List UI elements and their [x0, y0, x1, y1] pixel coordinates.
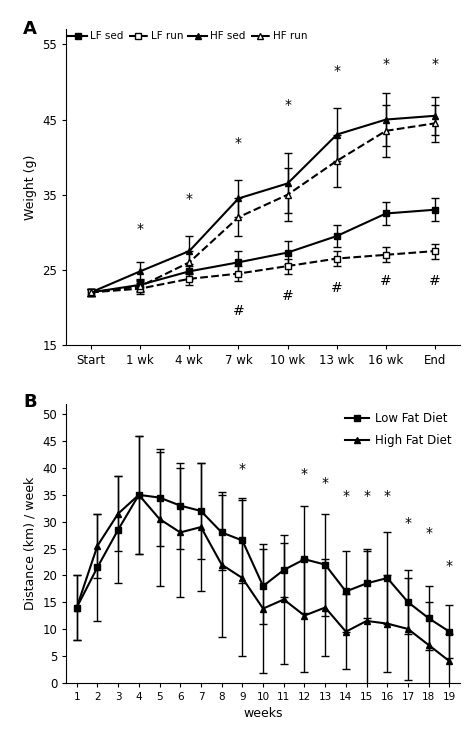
Text: *: * — [186, 192, 193, 206]
Text: #: # — [429, 274, 441, 288]
Text: *: * — [404, 516, 411, 530]
Text: *: * — [284, 98, 291, 112]
Text: *: * — [322, 476, 328, 490]
Text: *: * — [425, 526, 432, 540]
Y-axis label: Weight (g): Weight (g) — [24, 154, 37, 220]
Text: #: # — [282, 288, 293, 302]
Y-axis label: Distance (km) / week: Distance (km) / week — [24, 476, 37, 610]
Text: B: B — [23, 393, 36, 410]
Text: #: # — [331, 281, 343, 295]
X-axis label: weeks: weeks — [243, 707, 283, 720]
Legend: LF sed, LF run, HF sed, HF run: LF sed, LF run, HF sed, HF run — [67, 30, 309, 43]
Text: *: * — [383, 57, 390, 70]
Text: *: * — [363, 489, 370, 503]
Text: #: # — [380, 274, 392, 288]
Text: A: A — [23, 20, 37, 38]
Text: #: # — [233, 304, 245, 318]
Text: *: * — [137, 222, 144, 236]
Text: *: * — [384, 489, 391, 503]
Text: *: * — [342, 489, 349, 503]
Text: *: * — [432, 57, 439, 70]
Legend: Low Fat Diet, High Fat Diet: Low Fat Diet, High Fat Diet — [343, 410, 454, 450]
Text: *: * — [446, 559, 453, 573]
Text: *: * — [301, 468, 308, 482]
Text: *: * — [239, 462, 246, 476]
Text: *: * — [235, 136, 242, 150]
Text: *: * — [333, 64, 340, 79]
